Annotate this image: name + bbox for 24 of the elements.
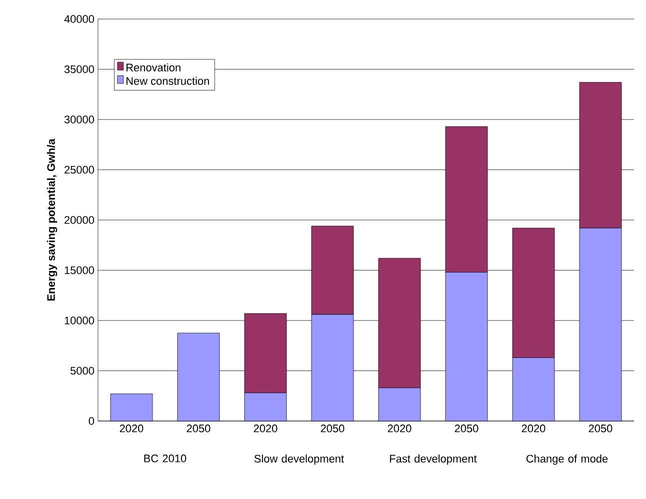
y-tick-label: 20000 xyxy=(64,216,94,224)
text: Slow development xyxy=(254,454,344,465)
x-tick-label: 2020 xyxy=(254,424,278,432)
x-tick-label: 2050 xyxy=(454,424,478,432)
x-tick-label: 2020 xyxy=(522,424,546,432)
x-tick-label: 2050 xyxy=(588,424,612,432)
x-tick-label: 2020 xyxy=(388,424,412,432)
x-tick-label: 2020 xyxy=(120,424,144,432)
y-tick-label: 40000 xyxy=(64,15,94,23)
x-tick-label: 2050 xyxy=(320,424,344,432)
y-tick-label: 10000 xyxy=(64,316,94,324)
text: Fast development xyxy=(390,454,477,465)
y-tick-label: 30000 xyxy=(64,116,94,124)
x-tick-label: 2050 xyxy=(186,424,210,432)
y-tick-label: 25000 xyxy=(64,166,94,174)
legend-label: Renovation xyxy=(126,63,180,72)
y-tick-label: 15000 xyxy=(64,266,94,274)
text: Change of mode xyxy=(526,454,608,465)
y-tick-label: 35000 xyxy=(64,65,94,74)
legend-label: New construction xyxy=(126,76,209,85)
y-tick-label: 5000 xyxy=(70,366,94,375)
text: BC 2010 xyxy=(144,454,186,462)
y-axis-title: Energy saving potential, Gwh/a xyxy=(46,138,58,301)
y-tick-label: 0 xyxy=(88,417,94,425)
